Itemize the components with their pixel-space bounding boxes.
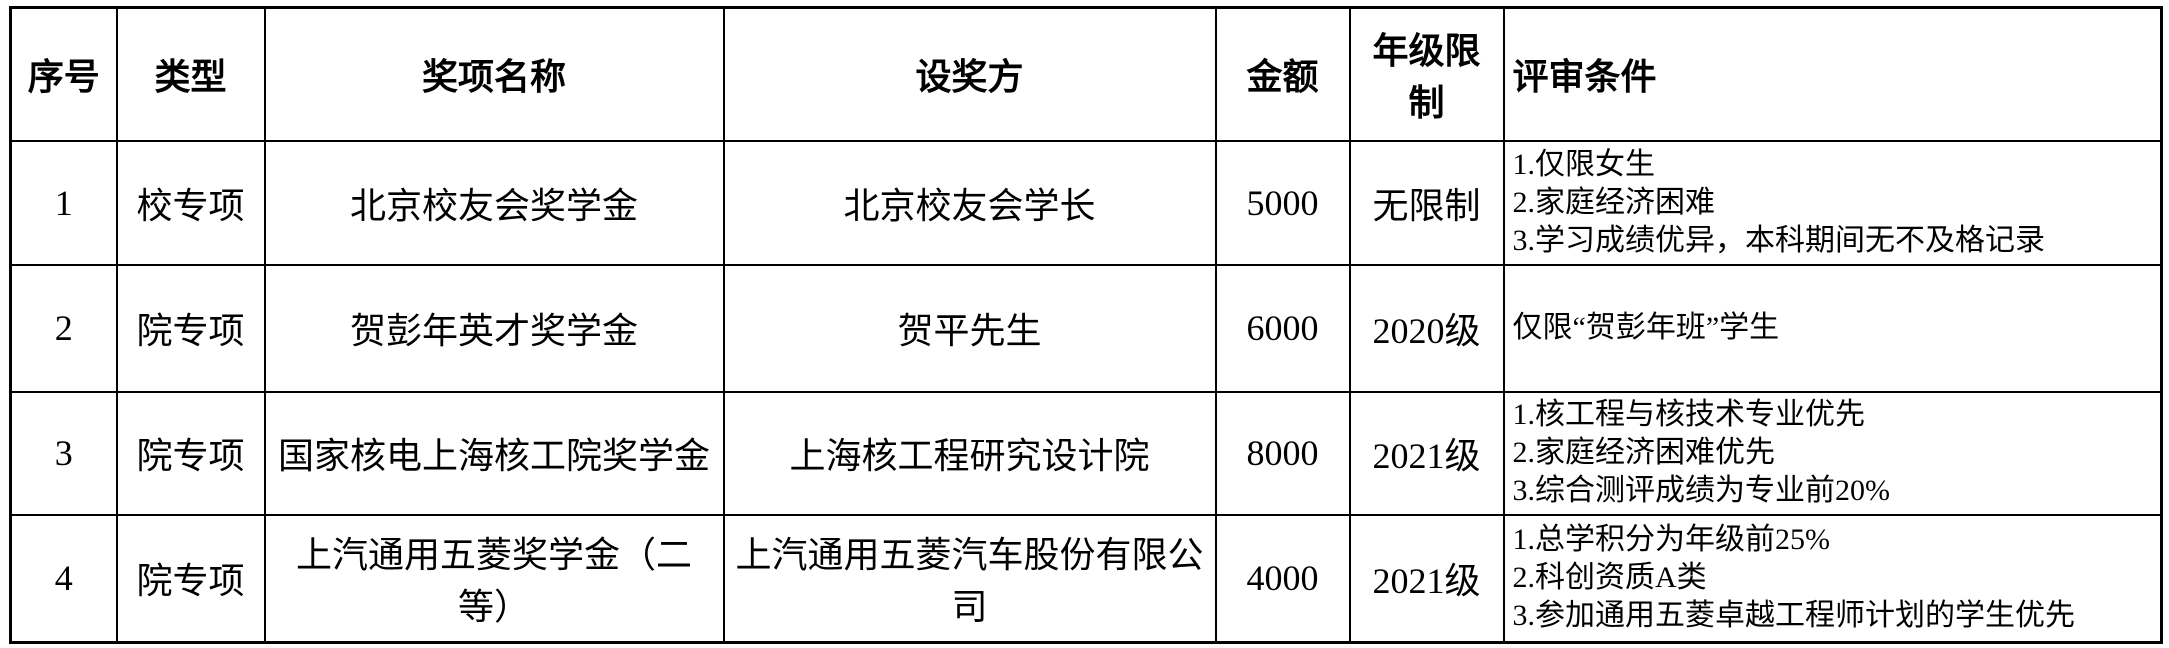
cell-sponsor: 北京校友会学长 [722, 139, 1217, 266]
cell-type: 院专项 [115, 263, 266, 393]
cell-index: 2 [9, 263, 118, 393]
cell-sponsor: 上海核工程研究设计院 [722, 390, 1217, 516]
criteria-line: 2.家庭经济困难 [1512, 185, 1716, 219]
cell-index: 1 [9, 139, 118, 266]
criteria-line: 2.科创资质A类 [1512, 561, 1707, 595]
criteria-line: 1.仅限女生 [1512, 147, 1656, 181]
cell-award-name: 贺彭年英才奖学金 [263, 263, 725, 393]
cell-award-name: 上汽通用五菱奖学金（二等） [263, 513, 725, 644]
criteria-line: 1.总学积分为年级前25% [1512, 523, 1831, 557]
cell-index: 4 [9, 513, 118, 644]
header-type: 类型 [115, 6, 266, 142]
header-criteria: 评审条件 [1502, 6, 2163, 142]
header-index: 序号 [9, 6, 118, 142]
table-row: 3 院专项 国家核电上海核工院奖学金 上海核工程研究设计院 8000 2021级… [9, 390, 2163, 516]
criteria-line: 3.综合测评成绩为专业前20% [1512, 474, 1891, 507]
cell-grade-limit: 2020级 [1348, 263, 1505, 393]
cell-award-name: 北京校友会奖学金 [263, 139, 725, 266]
cell-award-name: 国家核电上海核工院奖学金 [263, 390, 725, 516]
header-amount: 金额 [1214, 6, 1351, 142]
cell-sponsor: 上汽通用五菱汽车股份有限公司 [722, 513, 1217, 644]
header-grade-limit: 年级限制 [1348, 6, 1505, 142]
cell-grade-limit: 2021级 [1348, 513, 1505, 644]
cell-type: 院专项 [115, 390, 266, 516]
cell-type: 院专项 [115, 513, 266, 644]
criteria-line: 3.学习成绩优异，本科期间无不及格记录 [1512, 223, 2046, 257]
cell-amount: 8000 [1214, 390, 1351, 516]
table-row: 1 校专项 北京校友会奖学金 北京校友会学长 5000 无限制 1.仅限女生 2… [9, 139, 2163, 266]
scholarship-table: 序号 类型 奖项名称 设奖方 金额 年级限制 评审条件 1 校专项 北京校友会奖… [9, 6, 2163, 644]
cell-grade-limit: 无限制 [1348, 139, 1505, 266]
header-award-name: 奖项名称 [263, 6, 725, 142]
criteria-line: 仅限“贺彭年班”学生 [1512, 311, 1780, 344]
cell-index: 3 [9, 390, 118, 516]
criteria-line: 3.参加通用五菱卓越工程师计划的学生优先 [1512, 599, 2076, 633]
cell-sponsor: 贺平先生 [722, 263, 1217, 393]
table-row: 2 院专项 贺彭年英才奖学金 贺平先生 6000 2020级 仅限“贺彭年班”学… [9, 263, 2163, 393]
table-row: 4 院专项 上汽通用五菱奖学金（二等） 上汽通用五菱汽车股份有限公司 4000 … [9, 513, 2163, 644]
cell-amount: 5000 [1214, 139, 1351, 266]
criteria-line: 1.核工程与核技术专业优先 [1512, 398, 1866, 431]
cell-amount: 4000 [1214, 513, 1351, 644]
cell-criteria: 1.核工程与核技术专业优先 2.家庭经济困难优先 3.综合测评成绩为专业前20% [1502, 390, 2163, 516]
cell-amount: 6000 [1214, 263, 1351, 393]
cell-grade-limit: 2021级 [1348, 390, 1505, 516]
cell-criteria: 1.总学积分为年级前25% 2.科创资质A类 3.参加通用五菱卓越工程师计划的学… [1502, 513, 2163, 644]
header-sponsor: 设奖方 [722, 6, 1217, 142]
cell-criteria: 1.仅限女生 2.家庭经济困难 3.学习成绩优异，本科期间无不及格记录 [1502, 139, 2163, 266]
cell-type: 校专项 [115, 139, 266, 266]
table-header-row: 序号 类型 奖项名称 设奖方 金额 年级限制 评审条件 [9, 6, 2163, 142]
criteria-line: 2.家庭经济困难优先 [1512, 436, 1776, 469]
cell-criteria: 仅限“贺彭年班”学生 [1502, 263, 2163, 393]
